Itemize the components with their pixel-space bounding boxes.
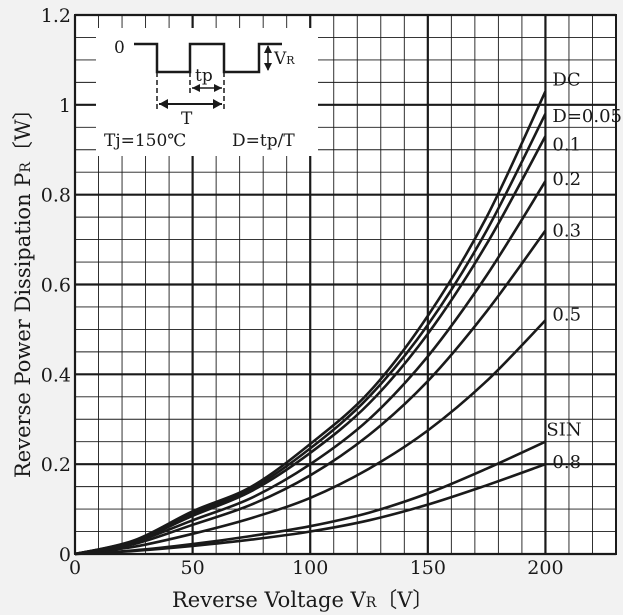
x-tick-label: 0	[69, 557, 81, 579]
y-tick-label: 1.2	[41, 5, 71, 27]
inset-waveform	[134, 42, 282, 74]
series-label-d-0-05: D=0.05	[552, 106, 622, 127]
series-label-0-1: 0.1	[552, 134, 581, 155]
y-axis-title: Reverse Power Dissipation PR〔W〕	[11, 98, 35, 478]
series-label-0-2: 0.2	[552, 169, 581, 190]
series-label-0-5: 0.5	[552, 304, 581, 325]
y-tick-label: 0.6	[41, 275, 71, 297]
y-tick-label: 0.2	[41, 454, 71, 476]
inset-zero-label: 0	[114, 38, 125, 58]
x-tick-label: 150	[410, 557, 446, 579]
inset-t-label: T	[181, 109, 193, 129]
y-tick-label: 0.8	[41, 185, 71, 207]
series-label-sin: SIN	[546, 420, 581, 441]
inset-duty-label: D=tp/T	[232, 131, 295, 151]
series-label-dc: DC	[552, 69, 580, 90]
y-tick-label: 1	[59, 95, 71, 117]
series-group	[74, 90, 547, 556]
x-tick-label: 50	[181, 557, 205, 579]
inset-tp-arrowhead-left	[192, 84, 200, 92]
x-tick-label: 200	[527, 557, 563, 579]
inset-background	[96, 28, 318, 156]
x-tick-label: 100	[292, 557, 328, 579]
series-line-0-3	[74, 229, 547, 556]
series-label-0-8: 0.8	[552, 452, 581, 473]
series-line-0-5	[74, 319, 547, 556]
y-tick-labels: 0 0.2 0.4 0.6 0.8 1 1.2	[41, 5, 71, 566]
series-label-group: DC D=0.05 0.1 0.2 0.3 0.5 SIN 0.8	[546, 69, 622, 473]
inset-diagram: 0 tp T VR Tj=150℃ D=tp/T	[96, 28, 318, 156]
series-line-0-1	[74, 135, 547, 556]
inset-t-arrowhead-right	[213, 99, 222, 109]
x-axis-title: Reverse Voltage VR〔V〕	[172, 588, 433, 612]
inset-tj-label: Tj=150℃	[104, 131, 186, 151]
inset-vr-arrowhead-top	[264, 45, 272, 53]
inset-vr-arrowhead-bottom	[264, 63, 272, 71]
inset-t-arrowhead-left	[159, 99, 168, 109]
y-tick-label: 0.4	[41, 364, 71, 386]
y-tick-label: 0	[59, 544, 71, 566]
inset-vr-label: VR	[273, 49, 295, 69]
series-line-0-2	[74, 180, 547, 556]
series-line-0-8	[74, 462, 546, 556]
plot-frame	[74, 14, 617, 555]
x-tick-labels: 0 50 100 150 200	[69, 557, 564, 579]
inset-tp-label: tp	[195, 66, 213, 86]
series-label-0-3: 0.3	[552, 221, 581, 242]
inset-tp-arrowhead-right	[214, 84, 222, 92]
